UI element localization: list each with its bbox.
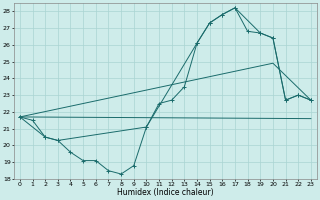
X-axis label: Humidex (Indice chaleur): Humidex (Indice chaleur) — [117, 188, 214, 197]
